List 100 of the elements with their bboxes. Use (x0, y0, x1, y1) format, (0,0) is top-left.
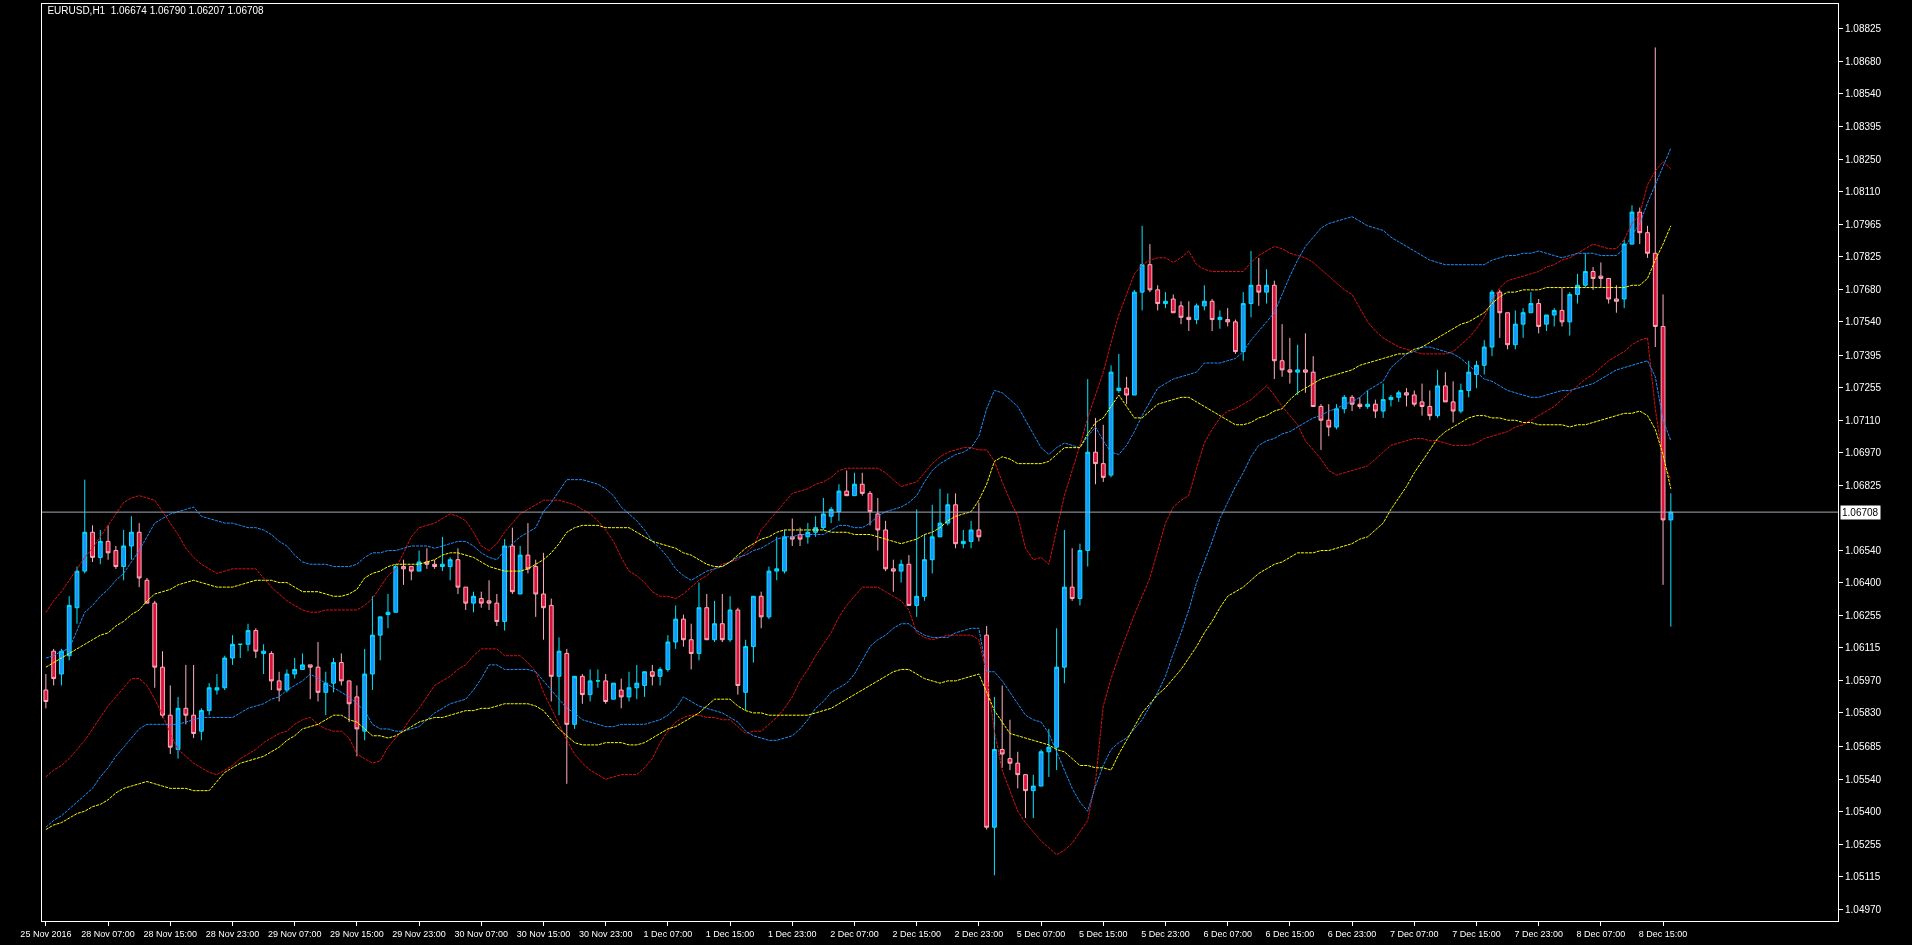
candlestick (1582, 252, 1588, 289)
candlestick (1404, 387, 1409, 407)
candlestick (1629, 204, 1635, 245)
x-tick-label: 5 Dec 15:00 (1079, 928, 1128, 939)
x-tick-label: 30 Nov 07:00 (454, 928, 509, 939)
x-tick-label: 2 Dec 15:00 (892, 928, 941, 939)
candlestick (1023, 774, 1028, 819)
candlestick (766, 566, 772, 620)
y-tick-label: 1.05400 (1845, 805, 1882, 817)
candlestick (1450, 380, 1456, 423)
candlestick (346, 680, 352, 723)
y-tick-label: 1.07965 (1845, 219, 1882, 231)
candlestick (1030, 774, 1036, 819)
candlestick (587, 668, 593, 702)
x-tick-label: 25 Nov 2016 (20, 928, 72, 939)
candlestick (90, 524, 95, 563)
candlestick (719, 593, 725, 643)
candlestick (1474, 360, 1479, 389)
candlestick (556, 636, 562, 716)
y-tick-label: 1.05685 (1845, 740, 1882, 752)
candlestick (1481, 339, 1487, 375)
candlestick (789, 518, 795, 547)
candlestick (844, 470, 850, 497)
candlestick (198, 707, 204, 741)
candlestick (478, 591, 484, 609)
candlestick (136, 522, 142, 588)
candlestick (1559, 287, 1565, 327)
x-tick-label: 7 Dec 15:00 (1452, 928, 1501, 939)
y-tick-label: 1.07110 (1845, 414, 1881, 426)
candlestick (447, 556, 453, 581)
x-tick-label: 29 Nov 23:00 (392, 928, 446, 939)
x-tick-label: 30 Nov 15:00 (516, 928, 571, 939)
candlestick (237, 643, 243, 659)
candlestick (1536, 298, 1542, 334)
candlestick (1054, 627, 1060, 771)
candlestick (408, 566, 414, 581)
candlestick (533, 559, 539, 618)
candlestick (214, 673, 220, 696)
candlestick (1077, 543, 1083, 606)
x-tick-label: 6 Dec 15:00 (1265, 928, 1315, 939)
candlestick (1365, 389, 1371, 410)
candlestick (1124, 376, 1129, 405)
candlestick (541, 552, 546, 641)
candlestick (51, 648, 57, 686)
candlestick (1621, 239, 1627, 309)
candlestick (611, 682, 616, 700)
y-tick-label: 1.07540 (1845, 316, 1882, 328)
candlestick (525, 522, 531, 574)
y-tick-label: 1.06825 (1845, 479, 1882, 491)
candlestick (953, 492, 958, 549)
candlestick (1069, 547, 1075, 602)
candlestick (1668, 492, 1674, 628)
candlestick (1380, 383, 1386, 419)
candlestick (1271, 280, 1277, 380)
candlestick (1303, 332, 1308, 394)
candlestick (1178, 300, 1184, 325)
candlestick (1264, 268, 1269, 305)
candlestick (1652, 46, 1658, 348)
x-tick-label: 28 Nov 07:00 (81, 928, 135, 939)
x-tick-label: 2 Dec 23:00 (954, 928, 1004, 939)
candlestick (222, 655, 228, 691)
candlestick (1505, 312, 1510, 350)
candlestick (836, 483, 842, 522)
candlestick (782, 529, 787, 574)
candlestick (937, 488, 943, 538)
candlestick (1279, 323, 1285, 378)
candlestick (642, 671, 647, 698)
candlestick (572, 675, 577, 730)
x-tick-label: 2 Dec 07:00 (830, 928, 879, 939)
candlestick (1155, 284, 1161, 311)
candlestick (1061, 529, 1067, 684)
candlestick (307, 664, 313, 700)
candlestick (261, 643, 266, 675)
candlestick (634, 664, 640, 700)
candlestick (1147, 243, 1153, 293)
candlestick (300, 652, 305, 670)
candlestick (1645, 225, 1650, 259)
candlestick (1248, 250, 1254, 318)
x-tick-label: 5 Dec 07:00 (1016, 928, 1066, 939)
candlestick (1489, 289, 1495, 357)
candlestick (1131, 289, 1137, 396)
candlestick (1334, 403, 1339, 430)
candlestick (113, 545, 119, 570)
x-tick-label: 29 Nov 15:00 (330, 928, 384, 939)
y-tick-label: 1.07825 (1845, 251, 1882, 263)
y-tick-label: 1.05970 (1845, 675, 1882, 687)
candlestick (1512, 309, 1518, 350)
x-tick-label: 28 Nov 23:00 (205, 928, 260, 939)
candlestick (774, 536, 780, 581)
candlestick (929, 504, 935, 574)
candlestick (1357, 396, 1363, 410)
x-tick-label: 7 Dec 23:00 (1514, 928, 1563, 939)
x-tick-label: 1 Dec 07:00 (643, 928, 693, 939)
candlestick (74, 566, 80, 625)
candlestick (471, 591, 476, 613)
candlestick (517, 545, 523, 595)
x-tick-label: 30 Nov 23:00 (578, 928, 633, 939)
candlestick (152, 600, 158, 689)
candlestick (121, 529, 127, 581)
candlestick (758, 591, 764, 629)
